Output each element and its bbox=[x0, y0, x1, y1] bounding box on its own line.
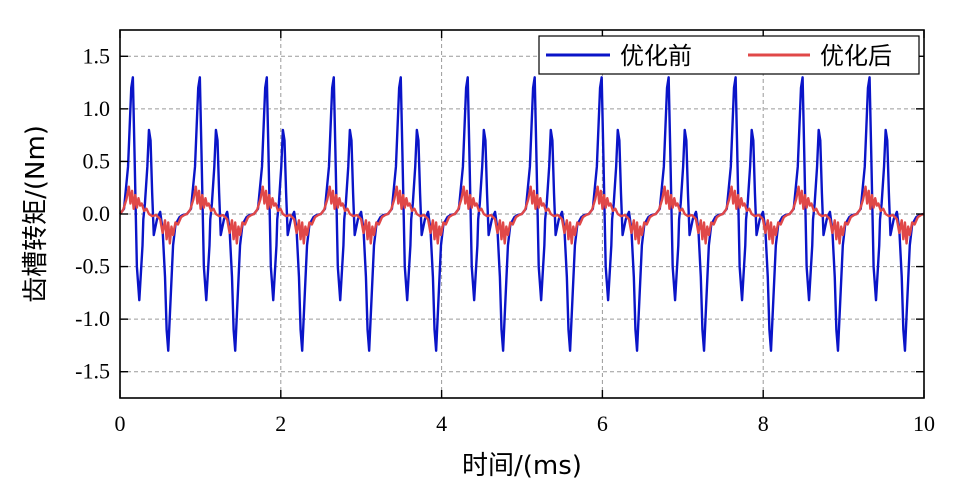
x-tick-label: 8 bbox=[758, 411, 769, 436]
legend: 优化前 优化后 bbox=[538, 35, 920, 75]
axis-ticks bbox=[119, 30, 925, 398]
axis-tick-labels: 0 2 4 6 8 10 1.5 1.0 0.5 0.0 -0.5 -1.0 -1.5 bbox=[75, 43, 935, 436]
y-tick-label: -1.0 bbox=[75, 306, 110, 331]
x-tick-label: 2 bbox=[275, 411, 286, 436]
y-tick-label: 0.0 bbox=[83, 201, 111, 226]
y-tick-label: -1.5 bbox=[75, 359, 110, 384]
x-tick-label: 4 bbox=[436, 411, 447, 436]
y-tick-label: 0.5 bbox=[83, 148, 111, 173]
legend-label-after: 优化后 bbox=[820, 42, 892, 70]
y-tick-label: 1.5 bbox=[83, 43, 111, 68]
series-line-after bbox=[119, 185, 925, 245]
series-layer bbox=[119, 76, 925, 352]
y-tick-label: -0.5 bbox=[75, 254, 110, 279]
x-tick-label: 6 bbox=[597, 411, 608, 436]
legend-label-before: 优化前 bbox=[620, 42, 692, 70]
x-tick-label: 0 bbox=[115, 411, 126, 436]
x-axis-title: 时间/(ms) bbox=[462, 451, 582, 481]
y-axis-title: 齿槽转矩/(Nm) bbox=[21, 125, 51, 303]
y-tick-label: 1.0 bbox=[83, 96, 111, 121]
x-tick-label: 10 bbox=[913, 411, 935, 436]
